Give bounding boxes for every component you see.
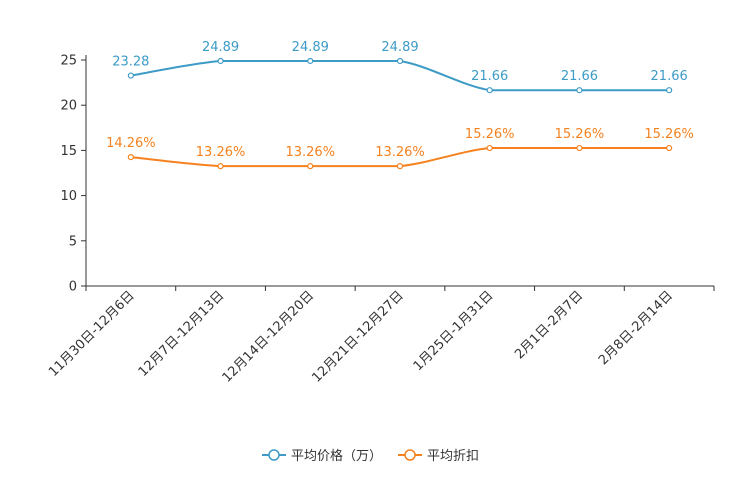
data-label: 15.26% — [644, 127, 694, 142]
x-tick-label: 2月1日-2月7日 — [512, 288, 586, 362]
legend-item-1[interactable]: 平均价格（万） — [262, 448, 382, 464]
data-label: 13.26% — [196, 145, 246, 160]
series-1: 23.28 24.89 24.89 24.89 21.66 21.66 21.66 — [112, 40, 688, 94]
series-layer: 23.28 24.89 24.89 24.89 21.66 21.66 21.66 14.26… — [106, 40, 694, 170]
data-point[interactable] — [127, 72, 134, 79]
x-tick-label: 12月14日-12月20日 — [220, 288, 317, 385]
data-point[interactable] — [396, 163, 404, 170]
data-label: 13.26% — [285, 145, 335, 160]
data-point[interactable] — [307, 57, 314, 65]
legend[interactable]: 平均价格（万） 平均折扣 — [262, 448, 479, 464]
data-label: 21.66 — [561, 69, 598, 84]
data-point[interactable] — [666, 144, 673, 152]
y-tick-label: 10 — [60, 189, 77, 204]
y-tick-label: 5 — [69, 234, 77, 249]
data-label: 13.26% — [375, 145, 425, 160]
data-point[interactable] — [217, 57, 224, 65]
series-2: 14.26% 13.26% 13.26% 13.26% 15.26% 15.26% 15.2… — [106, 127, 694, 170]
data-point[interactable] — [576, 144, 583, 152]
data-point[interactable] — [396, 57, 404, 65]
data-label: 21.66 — [471, 69, 508, 84]
legend-marker-icon — [404, 449, 416, 461]
y-tick-label: 20 — [60, 99, 77, 114]
x-tick-label: 12月21日-12月27日 — [309, 288, 406, 385]
data-point[interactable] — [486, 87, 493, 94]
legend-marker-icon — [268, 449, 280, 461]
legend-label: 平均折扣 — [427, 449, 479, 464]
legend-label: 平均价格（万） — [291, 448, 382, 464]
y-tick-label: 25 — [60, 54, 77, 69]
x-tick-label: 2月8日-2月14日 — [596, 288, 676, 368]
data-label: 23.28 — [112, 55, 149, 70]
data-label: 21.66 — [651, 69, 688, 84]
x-tick-label: 11月30日-12月6日 — [46, 288, 138, 380]
x-tick-label: 1月25日-1月31日 — [411, 288, 497, 374]
x-tick-label: 12月7日-12月13日 — [136, 288, 228, 380]
data-label: 14.26% — [106, 136, 156, 151]
data-label: 15.26% — [555, 127, 605, 142]
data-point[interactable] — [127, 153, 134, 161]
y-tick-label: 0 — [69, 280, 77, 295]
data-point[interactable] — [666, 87, 673, 94]
data-label: 24.89 — [381, 40, 418, 55]
axes: 0 5 10 15 20 25 11月30日-12月6日12月7日-12月13日12月14日… — [46, 54, 715, 386]
data-point[interactable] — [217, 163, 224, 170]
data-point[interactable] — [576, 87, 583, 94]
legend-item-2[interactable]: 平均折扣 — [398, 449, 479, 464]
y-tick-label: 15 — [60, 144, 77, 159]
data-label: 24.89 — [202, 40, 239, 55]
data-label: 24.89 — [292, 40, 329, 55]
data-point[interactable] — [307, 163, 314, 170]
data-point[interactable] — [486, 144, 493, 152]
data-label: 15.26% — [465, 127, 515, 142]
